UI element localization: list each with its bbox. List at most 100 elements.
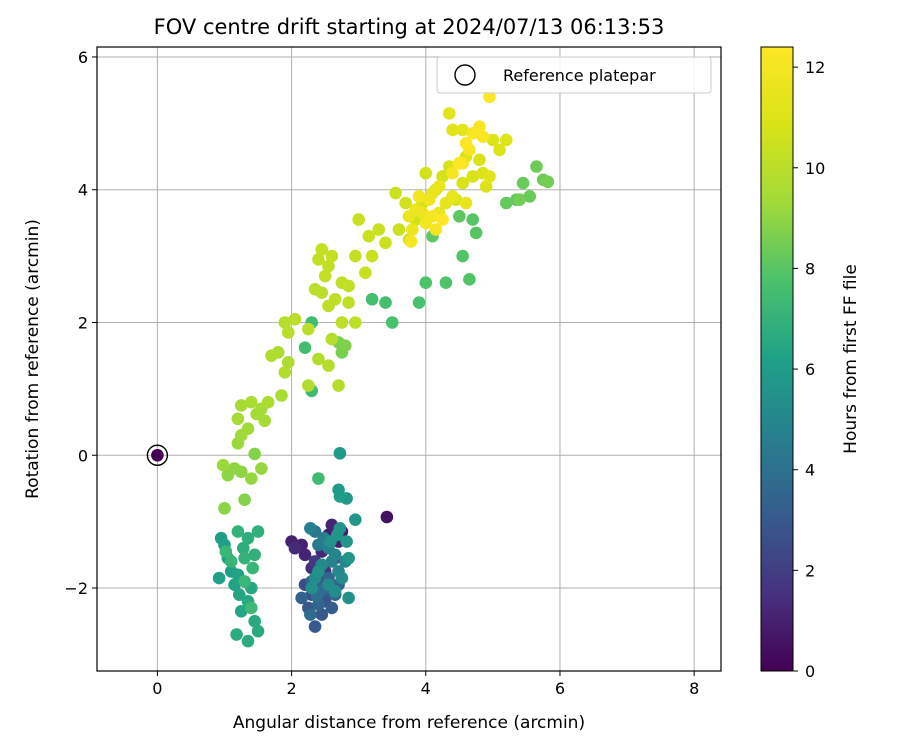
data-point <box>212 571 226 585</box>
data-point <box>479 180 493 193</box>
data-point <box>248 447 261 461</box>
data-point <box>271 346 285 359</box>
data-point <box>325 601 339 615</box>
data-point <box>281 356 295 369</box>
x-tick-label: 4 <box>421 679 431 698</box>
data-point <box>241 531 255 545</box>
data-point <box>281 326 295 339</box>
data-point <box>231 525 245 538</box>
colorbar-gradient <box>760 46 794 672</box>
colorbar: 0 2 4 6 8 10 12 Hours from first FF file <box>760 46 861 681</box>
data-point <box>275 389 288 402</box>
colorbar-tick-label: 10 <box>805 159 825 178</box>
data-point <box>328 292 342 306</box>
data-point <box>241 634 255 648</box>
data-point <box>305 581 319 595</box>
data-point <box>231 412 245 426</box>
data-point <box>246 561 259 575</box>
data-point <box>436 170 449 183</box>
reference-point-marker <box>146 444 169 466</box>
data-point <box>245 472 258 485</box>
data-point <box>541 175 555 189</box>
data-point <box>419 166 433 180</box>
x-tick-label: 8 <box>689 679 699 698</box>
data-point <box>251 624 265 638</box>
chart-title: FOV centre drift starting at 2024/07/13 … <box>154 15 665 39</box>
data-point <box>315 243 329 256</box>
data-point <box>380 510 394 524</box>
data-point <box>304 521 317 535</box>
data-point <box>322 359 335 372</box>
data-point <box>486 133 500 147</box>
data-point <box>261 395 275 409</box>
data-point <box>325 249 339 263</box>
y-tick-label: 2 <box>78 313 88 332</box>
data-points <box>146 90 555 648</box>
data-point <box>288 312 302 326</box>
data-point <box>325 332 339 346</box>
colorbar-tick-label: 12 <box>805 58 825 77</box>
data-point <box>456 176 469 190</box>
data-point <box>483 90 496 104</box>
data-point <box>333 490 347 503</box>
legend: Reference platepar <box>436 56 712 94</box>
data-point <box>298 548 312 562</box>
data-point <box>342 591 355 605</box>
colorbar-ticks: 0 2 4 6 8 10 12 <box>793 58 825 681</box>
reference-point-dot <box>151 448 164 462</box>
data-point <box>328 548 342 562</box>
data-point <box>241 422 255 436</box>
data-point <box>446 166 459 180</box>
data-point <box>419 276 433 289</box>
data-point <box>446 190 459 203</box>
data-point <box>234 399 248 412</box>
data-point <box>379 236 392 250</box>
grid <box>97 47 721 671</box>
data-point <box>342 296 355 309</box>
data-point <box>234 604 248 618</box>
data-point <box>523 190 537 203</box>
data-point <box>476 130 490 143</box>
data-point <box>335 571 349 585</box>
data-point <box>333 521 347 535</box>
data-point <box>473 120 486 133</box>
data-point <box>392 223 406 236</box>
data-point <box>456 123 469 137</box>
data-point <box>342 279 355 293</box>
y-tick-label: 4 <box>78 181 88 200</box>
data-point <box>429 223 443 236</box>
data-point <box>389 186 402 200</box>
data-point <box>245 395 258 409</box>
data-point <box>238 551 251 565</box>
data-point <box>439 276 453 289</box>
data-point <box>342 551 355 565</box>
data-point <box>530 160 543 173</box>
colorbar-tick-label: 6 <box>805 360 815 379</box>
data-point <box>232 588 246 601</box>
legend-box <box>436 56 712 94</box>
data-point <box>399 196 412 210</box>
colorbar-label: Hours from first FF file <box>841 264 861 454</box>
data-point <box>312 352 325 366</box>
data-point <box>516 176 530 190</box>
data-point <box>365 292 379 306</box>
data-point <box>385 316 399 329</box>
data-point <box>459 196 473 210</box>
data-point <box>453 209 466 223</box>
data-point <box>513 193 527 206</box>
x-tick-label: 0 <box>152 679 162 698</box>
data-point <box>308 620 322 633</box>
y-tick-label: 6 <box>78 48 88 67</box>
data-point <box>466 170 480 183</box>
data-point <box>218 502 231 515</box>
data-point <box>251 525 265 538</box>
data-point <box>278 365 292 379</box>
y-axis-label: Rotation from reference (arcmin) <box>23 219 43 499</box>
data-point <box>473 153 486 167</box>
data-point <box>412 296 426 309</box>
data-point <box>422 193 436 206</box>
data-point <box>255 462 268 475</box>
colorbar-tick-label: 4 <box>805 461 815 480</box>
data-point <box>315 608 329 621</box>
